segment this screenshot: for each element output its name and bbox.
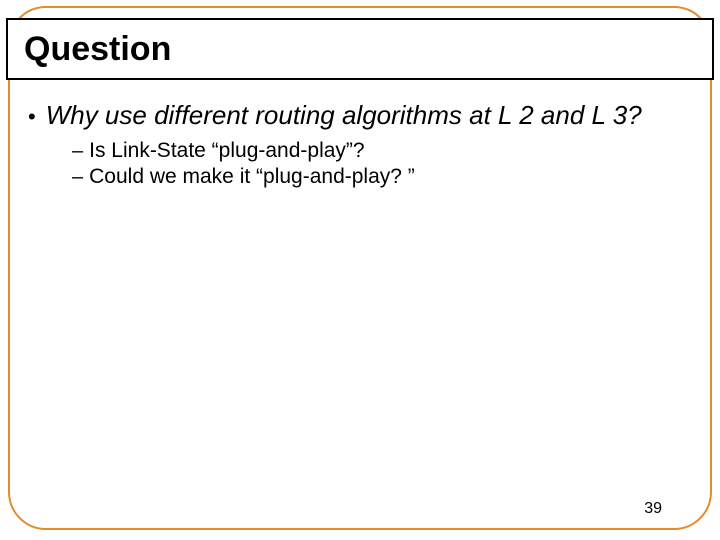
page-number: 39 xyxy=(644,500,662,518)
dash-icon: – xyxy=(72,140,83,163)
slide-body: • Why use different routing algorithms a… xyxy=(28,100,692,191)
sub-bullet-list: – Is Link-State “plug-and-play”? – Could… xyxy=(72,139,692,189)
sub-bullet-text: Is Link-State “plug-and-play”? xyxy=(89,139,364,163)
slide-title: Question xyxy=(24,30,171,69)
bullet-text: Why use different routing algorithms at … xyxy=(46,100,642,131)
bullet-item: • Why use different routing algorithms a… xyxy=(28,100,692,131)
bullet-dot-icon: • xyxy=(28,106,36,128)
sub-bullet-text: Could we make it “plug-and-play? ” xyxy=(89,165,415,189)
slide-frame xyxy=(8,6,712,530)
slide: Question • Why use different routing alg… xyxy=(0,0,720,540)
dash-icon: – xyxy=(72,166,83,189)
title-box: Question xyxy=(6,18,714,80)
sub-bullet-item: – Is Link-State “plug-and-play”? xyxy=(72,139,692,163)
sub-bullet-item: – Could we make it “plug-and-play? ” xyxy=(72,165,692,189)
